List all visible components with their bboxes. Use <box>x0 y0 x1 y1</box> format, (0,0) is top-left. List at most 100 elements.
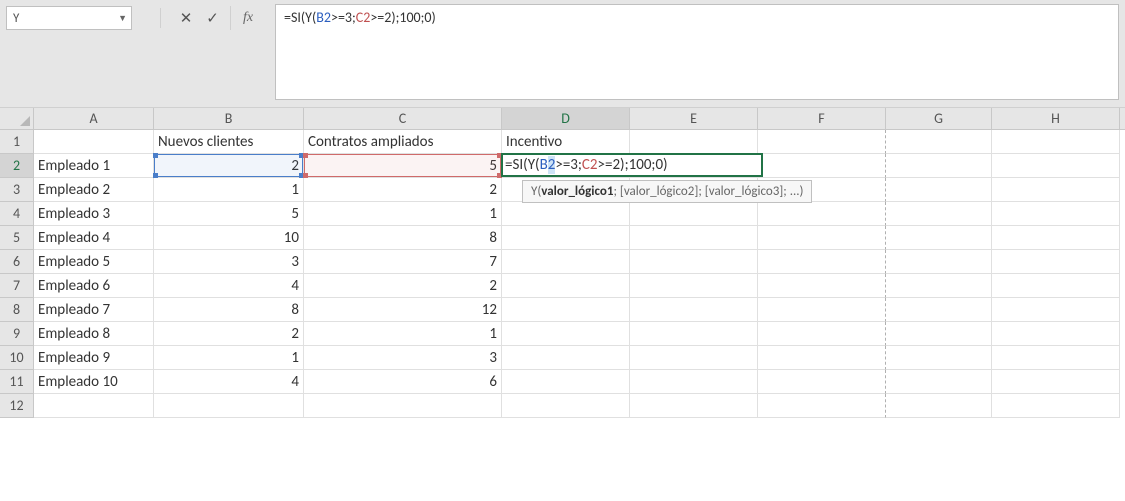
cell-H8[interactable] <box>992 298 1120 322</box>
cell-C1[interactable]: Contratos ampliados <box>304 130 502 154</box>
cell-D10[interactable] <box>502 346 630 370</box>
cell-G9[interactable] <box>886 322 992 346</box>
column-header-G[interactable]: G <box>886 108 992 129</box>
cell-F1[interactable] <box>758 130 886 154</box>
cell-D4[interactable] <box>502 202 630 226</box>
active-cell-editor[interactable]: =SI(Y(B2>=3;C2>=2);100;0) <box>501 153 763 177</box>
cell-G6[interactable] <box>886 250 992 274</box>
cell-B1[interactable]: Nuevos clientes <box>154 130 304 154</box>
row-header-11[interactable]: 11 <box>0 370 33 394</box>
row-header-3[interactable]: 3 <box>0 178 33 202</box>
row-header-5[interactable]: 5 <box>0 226 33 250</box>
cell-A10[interactable]: Empleado 9 <box>34 346 154 370</box>
cell-B11[interactable]: 4 <box>154 370 304 394</box>
cell-F6[interactable] <box>758 250 886 274</box>
cell-B7[interactable]: 4 <box>154 274 304 298</box>
cell-E6[interactable] <box>630 250 758 274</box>
cell-F8[interactable] <box>758 298 886 322</box>
row-header-9[interactable]: 9 <box>0 322 33 346</box>
cell-E4[interactable] <box>630 202 758 226</box>
cell-G12[interactable] <box>886 394 992 418</box>
cell-D12[interactable] <box>502 394 630 418</box>
cell-F9[interactable] <box>758 322 886 346</box>
column-header-D[interactable]: D <box>502 108 630 129</box>
column-header-H[interactable]: H <box>992 108 1120 129</box>
cell-G4[interactable] <box>886 202 992 226</box>
cell-H4[interactable] <box>992 202 1120 226</box>
cell-H9[interactable] <box>992 322 1120 346</box>
row-header-1[interactable]: 1 <box>0 130 33 154</box>
cell-G10[interactable] <box>886 346 992 370</box>
cell-A1[interactable] <box>34 130 154 154</box>
chevron-down-icon[interactable]: ▼ <box>118 13 127 24</box>
row-header-8[interactable]: 8 <box>0 298 33 322</box>
row-header-6[interactable]: 6 <box>0 250 33 274</box>
cell-D5[interactable] <box>502 226 630 250</box>
cell-G2[interactable] <box>886 154 992 178</box>
cell-G11[interactable] <box>886 370 992 394</box>
cell-E9[interactable] <box>630 322 758 346</box>
cell-A6[interactable]: Empleado 5 <box>34 250 154 274</box>
cell-C7[interactable]: 2 <box>304 274 502 298</box>
cell-E5[interactable] <box>630 226 758 250</box>
cell-B9[interactable]: 2 <box>154 322 304 346</box>
cell-A9[interactable]: Empleado 8 <box>34 322 154 346</box>
cell-G1[interactable] <box>886 130 992 154</box>
cell-A7[interactable]: Empleado 6 <box>34 274 154 298</box>
cell-D11[interactable] <box>502 370 630 394</box>
cell-F7[interactable] <box>758 274 886 298</box>
cell-G5[interactable] <box>886 226 992 250</box>
name-box[interactable]: Y ▼ <box>6 6 132 30</box>
cell-G3[interactable] <box>886 178 992 202</box>
cell-A3[interactable]: Empleado 2 <box>34 178 154 202</box>
cell-C11[interactable]: 6 <box>304 370 502 394</box>
cell-C9[interactable]: 1 <box>304 322 502 346</box>
cell-A11[interactable]: Empleado 10 <box>34 370 154 394</box>
fx-button[interactable]: fx <box>233 6 263 30</box>
cell-B8[interactable]: 8 <box>154 298 304 322</box>
column-header-C[interactable]: C <box>304 108 502 129</box>
row-header-12[interactable]: 12 <box>0 394 33 418</box>
cell-C2[interactable]: 5 <box>304 154 502 178</box>
cell-H11[interactable] <box>992 370 1120 394</box>
column-header-F[interactable]: F <box>758 108 886 129</box>
row-header-2[interactable]: 2 <box>0 154 33 178</box>
cancel-button[interactable]: ✕ <box>171 6 201 30</box>
cell-B6[interactable]: 3 <box>154 250 304 274</box>
cell-A8[interactable]: Empleado 7 <box>34 298 154 322</box>
cell-E10[interactable] <box>630 346 758 370</box>
cell-H10[interactable] <box>992 346 1120 370</box>
cell-C12[interactable] <box>304 394 502 418</box>
cell-D1[interactable]: Incentivo <box>502 130 630 154</box>
cell-F12[interactable] <box>758 394 886 418</box>
cell-E11[interactable] <box>630 370 758 394</box>
cell-E1[interactable] <box>630 130 758 154</box>
enter-button[interactable]: ✓ <box>201 6 231 30</box>
cell-D9[interactable] <box>502 322 630 346</box>
cell-F10[interactable] <box>758 346 886 370</box>
cell-D7[interactable] <box>502 274 630 298</box>
cell-A12[interactable] <box>34 394 154 418</box>
column-header-A[interactable]: A <box>34 108 154 129</box>
cell-B5[interactable]: 10 <box>154 226 304 250</box>
cell-G8[interactable] <box>886 298 992 322</box>
cell-A4[interactable]: Empleado 3 <box>34 202 154 226</box>
cell-A5[interactable]: Empleado 4 <box>34 226 154 250</box>
cell-H3[interactable] <box>992 178 1120 202</box>
cell-D8[interactable] <box>502 298 630 322</box>
cell-C6[interactable]: 7 <box>304 250 502 274</box>
cell-H6[interactable] <box>992 250 1120 274</box>
cell-A2[interactable]: Empleado 1 <box>34 154 154 178</box>
cell-C5[interactable]: 8 <box>304 226 502 250</box>
cell-F2[interactable] <box>758 154 886 178</box>
row-header-4[interactable]: 4 <box>0 202 33 226</box>
cell-C8[interactable]: 12 <box>304 298 502 322</box>
column-header-E[interactable]: E <box>630 108 758 129</box>
cell-C10[interactable]: 3 <box>304 346 502 370</box>
cell-F4[interactable] <box>758 202 886 226</box>
cell-F11[interactable] <box>758 370 886 394</box>
column-header-B[interactable]: B <box>154 108 304 129</box>
cell-H2[interactable] <box>992 154 1120 178</box>
cell-D6[interactable] <box>502 250 630 274</box>
cell-E8[interactable] <box>630 298 758 322</box>
